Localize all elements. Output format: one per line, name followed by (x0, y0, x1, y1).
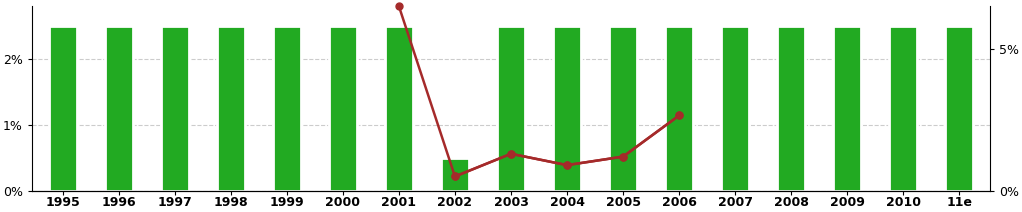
Bar (385, 26, 413, 191)
Bar (497, 26, 525, 191)
Bar (609, 26, 637, 191)
Bar (722, 26, 749, 191)
Bar (329, 26, 357, 191)
Bar (833, 26, 862, 191)
Bar (440, 158, 469, 191)
Bar (553, 26, 582, 191)
Bar (889, 26, 918, 191)
Bar (665, 26, 693, 191)
Bar (273, 26, 300, 191)
Bar (777, 26, 805, 191)
Bar (217, 26, 245, 191)
Bar (160, 26, 189, 191)
Bar (49, 26, 77, 191)
Bar (104, 26, 133, 191)
Bar (945, 26, 973, 191)
